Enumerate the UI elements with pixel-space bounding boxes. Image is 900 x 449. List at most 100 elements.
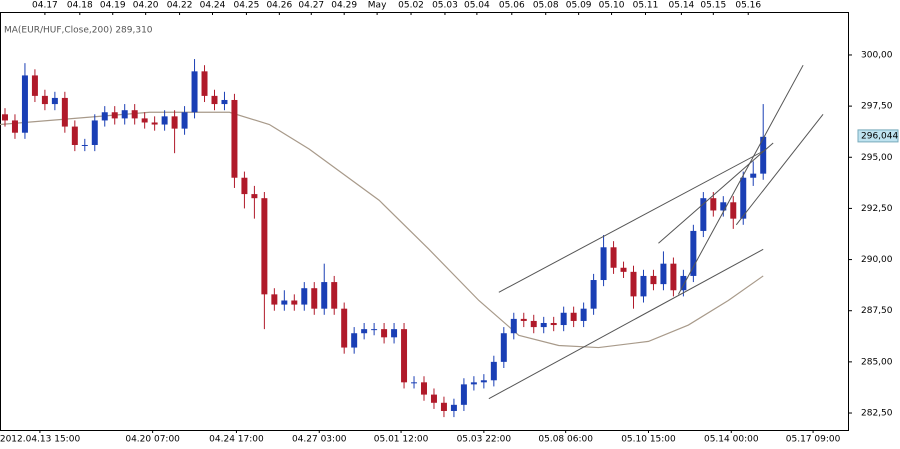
candle-body bbox=[640, 275, 647, 297]
last-price-box bbox=[857, 129, 899, 143]
candle-body bbox=[301, 288, 308, 305]
candle-body bbox=[630, 271, 637, 297]
x-tick-label: 04.24 17:00 bbox=[209, 435, 264, 445]
candle-body bbox=[460, 384, 467, 405]
candle-body bbox=[381, 329, 388, 338]
candle-body bbox=[361, 329, 368, 334]
candle-body bbox=[371, 329, 378, 331]
candle-body bbox=[720, 202, 727, 211]
top-x-tick-label: 04.26 bbox=[266, 1, 292, 11]
top-x-tick-label: 04.22 bbox=[167, 1, 193, 11]
y-tick-label: 292,50 bbox=[861, 204, 893, 214]
plot-frame bbox=[0, 12, 849, 431]
top-x-tick-label: 05.06 bbox=[499, 1, 525, 11]
y-tick-label: 285,00 bbox=[861, 357, 893, 367]
y-tick-label: 295,00 bbox=[861, 153, 893, 163]
x-tick-label: 2012.04.13 15:00 bbox=[0, 435, 80, 445]
y-tick-label: 297,50 bbox=[861, 102, 893, 112]
candle-body bbox=[111, 112, 118, 119]
top-x-tick-label: 04.18 bbox=[67, 1, 93, 11]
x-tick-label: 05.08 06:00 bbox=[538, 435, 593, 445]
candle-body bbox=[151, 122, 158, 125]
top-x-tick-label: May bbox=[368, 1, 387, 11]
candle-body bbox=[530, 320, 537, 328]
candle-body bbox=[81, 144, 88, 146]
top-x-tick-label: 04.25 bbox=[234, 1, 260, 11]
candle-body bbox=[670, 263, 677, 291]
x-tick-label: 05.10 15:00 bbox=[621, 435, 676, 445]
top-x-tick-label: 05.11 bbox=[633, 1, 659, 11]
candle-body bbox=[191, 71, 198, 113]
candle-body bbox=[540, 322, 547, 328]
candle-body bbox=[480, 380, 487, 383]
candle-body bbox=[241, 177, 248, 195]
candle-body bbox=[31, 75, 38, 96]
candle-body bbox=[690, 230, 697, 276]
x-tick-label: 05.01 12:00 bbox=[374, 435, 429, 445]
candle-body bbox=[570, 312, 577, 321]
candle-body bbox=[231, 99, 238, 178]
top-x-tick-label: 05.03 bbox=[432, 1, 458, 11]
candle-body bbox=[421, 382, 427, 395]
candle-body bbox=[760, 136, 767, 174]
candle-body bbox=[580, 308, 587, 321]
x-tick-label: 05.03 22:00 bbox=[457, 435, 512, 445]
x-tick-label: 05.14 00:00 bbox=[704, 435, 759, 445]
candle-body bbox=[440, 402, 447, 411]
candle-body bbox=[211, 95, 218, 105]
top-x-tick-label: 04.29 bbox=[331, 1, 357, 11]
candle-body bbox=[610, 247, 617, 268]
candle-body bbox=[101, 112, 108, 121]
candle-body bbox=[620, 267, 627, 272]
trendline bbox=[498, 150, 764, 293]
candle-body bbox=[391, 329, 398, 338]
top-x-tick-label: 05.14 bbox=[669, 1, 695, 11]
y-tick-label: 300,00 bbox=[861, 50, 893, 60]
candle-body bbox=[291, 300, 298, 305]
y-tick-label: 282,50 bbox=[861, 409, 893, 419]
x-tick-label: 04.20 07:00 bbox=[125, 435, 180, 445]
candle-body bbox=[730, 202, 737, 219]
candle-body bbox=[590, 280, 597, 309]
candle-body bbox=[520, 318, 527, 321]
candle-body bbox=[21, 75, 28, 133]
candle-body bbox=[141, 118, 148, 123]
trendline bbox=[488, 248, 764, 400]
top-x-tick-label: 05.10 bbox=[599, 1, 625, 11]
candle-body bbox=[341, 308, 348, 348]
moving-average bbox=[0, 111, 764, 349]
candle-body bbox=[321, 282, 328, 309]
x-tick-label: 04.27 03:00 bbox=[292, 435, 347, 445]
top-x-tick-label: 05.16 bbox=[735, 1, 761, 11]
top-x-tick-label: 05.08 bbox=[533, 1, 559, 11]
candle-body bbox=[750, 173, 757, 178]
top-x-tick-label: 05.15 bbox=[700, 1, 726, 11]
candle-body bbox=[1, 114, 8, 121]
last-price-label: 296,044 bbox=[861, 131, 898, 141]
top-x-tick-label: 04.24 bbox=[200, 1, 226, 11]
candle-body bbox=[161, 116, 168, 125]
trendline bbox=[658, 142, 774, 244]
candle-body bbox=[221, 99, 228, 105]
candle-body bbox=[201, 71, 208, 96]
candle-body bbox=[51, 97, 58, 105]
y-tick-label: 290,00 bbox=[861, 255, 893, 265]
candle-body bbox=[710, 198, 717, 211]
candle-body bbox=[401, 329, 408, 383]
candle-body bbox=[281, 300, 288, 305]
candle-body bbox=[740, 177, 747, 219]
candle-body bbox=[500, 333, 507, 362]
y-tick-label: 287,50 bbox=[861, 306, 893, 316]
trendline bbox=[735, 113, 824, 226]
candle-body bbox=[11, 120, 18, 133]
candle-body bbox=[311, 288, 318, 309]
candle-body bbox=[61, 97, 68, 127]
candle-body bbox=[430, 394, 437, 403]
candle-body bbox=[600, 247, 607, 281]
top-x-tick-label: 05.09 bbox=[566, 1, 592, 11]
candle-body bbox=[490, 361, 497, 381]
top-x-tick-label: 04.19 bbox=[100, 1, 126, 11]
candle-body bbox=[510, 318, 517, 334]
